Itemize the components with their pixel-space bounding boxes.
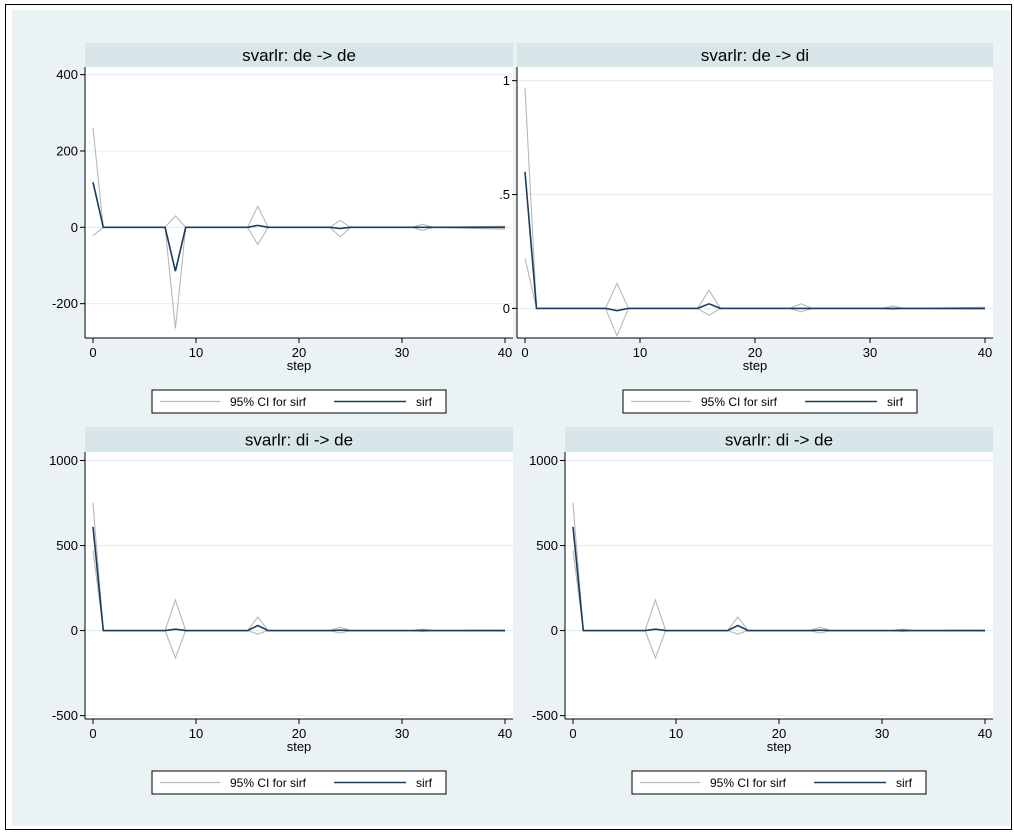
x-tick-label: 20: [292, 726, 306, 741]
x-tick-label: 20: [772, 726, 786, 741]
panel-title-strip: [85, 43, 513, 67]
panel-title: svarlr: de -> de: [242, 46, 356, 65]
legend-box: [622, 389, 918, 414]
y-tick-label: 0: [551, 623, 558, 638]
panel-title-strip: [85, 427, 513, 452]
legend-label-sirf: sirf: [887, 395, 904, 409]
y-tick-label: 500: [56, 538, 78, 553]
sirf-line: [524, 171, 985, 312]
x-tick-label: 10: [633, 345, 647, 360]
x-tick-label: 20: [748, 345, 762, 360]
legend-box: [631, 770, 927, 795]
x-tick-label: 0: [89, 345, 96, 360]
sirf-line: [92, 182, 505, 272]
legend-label-sirf: sirf: [896, 776, 913, 790]
legend-label-ci: 95% CI for sirf: [710, 776, 787, 790]
y-tick-label: 1: [503, 73, 510, 88]
legend-label-ci: 95% CI for sirf: [701, 395, 778, 409]
x-tick-label: 40: [978, 345, 992, 360]
x-tick-label: 30: [395, 726, 409, 741]
legend-label-ci: 95% CI for sirf: [230, 776, 307, 790]
chart-panel-4: svarlr: di -> de -500 0 500 1000 0 10 20 30 40 ste…: [529, 427, 993, 795]
y-tick-label: 1000: [529, 453, 558, 468]
legend-label-sirf: sirf: [416, 776, 433, 790]
y-tick-label: 0: [71, 623, 78, 638]
x-tick-label: 0: [521, 345, 528, 360]
x-tick-label: 20: [292, 345, 306, 360]
y-tick-label: -200: [52, 296, 78, 311]
panel-title: svarlr: di -> de: [245, 431, 353, 450]
x-axis-title: step: [287, 358, 312, 373]
x-tick-label: 30: [875, 726, 889, 741]
panel-title-strip: [565, 427, 993, 452]
x-tick-label: 30: [863, 345, 877, 360]
y-tick-label: -500: [532, 708, 558, 723]
legend-label-sirf: sirf: [416, 395, 433, 409]
chart-panel-3: svarlr: di -> de -500 0 500 1000 0 10 20 30 40 ste…: [49, 427, 513, 795]
y-tick-label: 200: [56, 143, 78, 158]
x-tick-label: 10: [189, 345, 203, 360]
legend-label-ci: 95% CI for sirf: [230, 395, 307, 409]
x-tick-label: 0: [89, 726, 96, 741]
y-tick-label: -500: [52, 708, 78, 723]
x-tick-label: 10: [669, 726, 683, 741]
y-tick-label: 0: [503, 301, 510, 316]
x-tick-label: 40: [498, 345, 512, 360]
x-tick-label: 30: [395, 345, 409, 360]
x-axis-title: step: [767, 739, 792, 754]
panel-title: svarlr: di -> de: [725, 431, 833, 450]
legend-box: [151, 389, 447, 414]
y-tick-label: 500: [536, 538, 558, 553]
x-tick-label: 40: [498, 726, 512, 741]
legend-box: [151, 770, 447, 795]
plot-area: [85, 67, 513, 338]
x-axis-title: step: [287, 739, 312, 754]
x-tick-label: 0: [569, 726, 576, 741]
plot-area: [85, 452, 513, 719]
y-tick-label: 400: [56, 67, 78, 82]
y-tick-label: 1000: [49, 453, 78, 468]
plot-area: [517, 67, 993, 338]
x-axis-title: step: [743, 358, 768, 373]
plot-area: [565, 452, 993, 719]
y-tick-label: 0: [71, 220, 78, 235]
y-tick-label: .5: [499, 187, 510, 202]
sirf-line: [92, 526, 505, 632]
panel-title-strip: [517, 43, 993, 67]
x-tick-label: 10: [189, 726, 203, 741]
sirf-line: [572, 526, 985, 632]
panel-title: svarlr: de -> di: [701, 46, 809, 65]
x-tick-label: 40: [978, 726, 992, 741]
